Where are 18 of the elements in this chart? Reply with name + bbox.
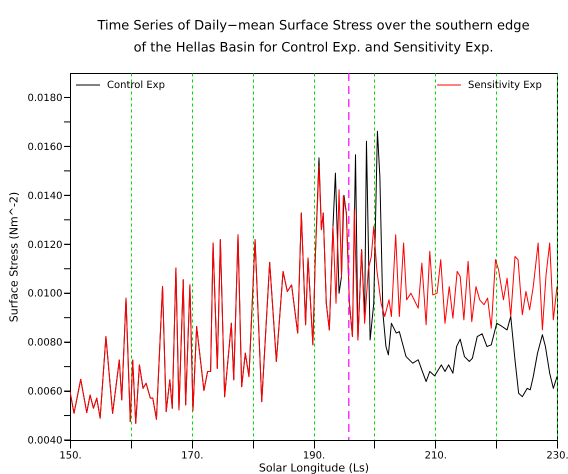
y-axis-title: Surface Stress (Nm^-2) xyxy=(8,192,21,322)
y-tick-label: 0.0120 xyxy=(28,240,62,251)
y-tick-label: 0.0040 xyxy=(28,436,62,446)
x-tick-label: 150. xyxy=(59,450,82,462)
y-tick-label: 0.0140 xyxy=(28,190,62,202)
y-tick-label: 0.0060 xyxy=(28,386,62,398)
x-tick-label: 170. xyxy=(181,450,204,462)
x-axis-title: Solar Longitude (Ls) xyxy=(258,462,370,474)
legend-label: Control Exp xyxy=(107,80,165,91)
y-tick-label: 0.0100 xyxy=(28,288,62,300)
y-tick-label: 0.0160 xyxy=(28,142,62,153)
y-tick-label: 0.0080 xyxy=(28,338,62,349)
y-tick-label: 0.0180 xyxy=(28,92,62,104)
legend-label: Sensitivity Exp xyxy=(468,80,542,91)
x-tick-label: 230. xyxy=(546,450,568,462)
chart-title: Time Series of Daily−mean Surface Stress over the southern edge of the Hellas Basin for Control Exp. and Sensitivity Exp. xyxy=(96,18,530,56)
x-tick-label: 210. xyxy=(424,450,447,462)
x-tick-label: 190. xyxy=(302,450,326,462)
